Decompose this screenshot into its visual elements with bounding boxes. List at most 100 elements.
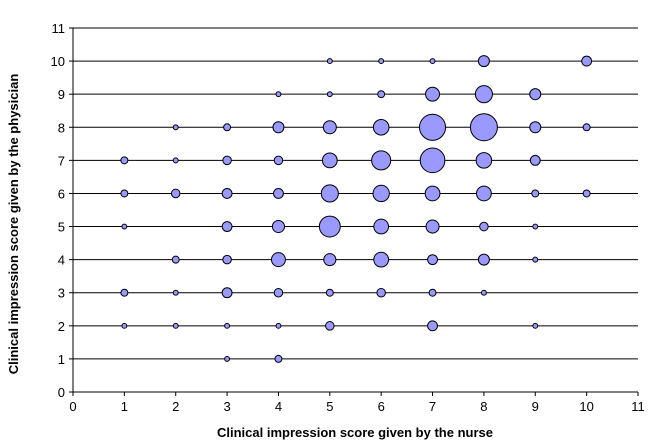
- bubble-4-6: [273, 188, 284, 199]
- bubble-4-7: [273, 155, 284, 166]
- y-tick-label-5: 5: [58, 220, 65, 235]
- bubble-6-4: [373, 251, 390, 268]
- bubble-1-2: [121, 322, 128, 329]
- y-tick-label-2: 2: [58, 319, 65, 334]
- bubble-9-6: [531, 189, 540, 198]
- bubble-4-2: [275, 322, 282, 329]
- bubble-9-5: [532, 223, 539, 230]
- x-tick-label-1: 1: [121, 399, 128, 414]
- bubble-3-1: [224, 355, 231, 362]
- bubble-7-5: [425, 219, 440, 234]
- y-tick-label-8: 8: [58, 120, 65, 135]
- bubble-7-9: [425, 86, 441, 102]
- bubble-3-6: [221, 188, 233, 199]
- bubble-8-6: [476, 185, 492, 202]
- bubble-1-6: [120, 189, 129, 198]
- bubble-5-10: [326, 58, 333, 65]
- bubble-8-3: [480, 289, 487, 296]
- bubble-7-8: [419, 113, 447, 141]
- x-tick-label-7: 7: [429, 399, 436, 414]
- bubble-4-3: [273, 287, 284, 298]
- y-tick-label-7: 7: [58, 153, 65, 168]
- bubble-4-5: [271, 220, 285, 234]
- bubble-5-2: [325, 321, 335, 331]
- x-tick-label-9: 9: [532, 399, 539, 414]
- y-tick-label-10: 10: [51, 54, 65, 69]
- bubble-1-7: [120, 156, 129, 165]
- x-tick-label-2: 2: [172, 399, 179, 414]
- bubble-7-3: [428, 288, 437, 297]
- bubble-2-8: [172, 124, 179, 131]
- bubble-5-6: [320, 184, 339, 203]
- y-tick-label-4: 4: [58, 253, 65, 268]
- bubble-1-3: [120, 288, 129, 297]
- bubble-2-2: [172, 322, 179, 329]
- x-tick-label-5: 5: [326, 399, 333, 414]
- bubble-5-3: [325, 288, 334, 297]
- bubble-7-2: [427, 320, 438, 332]
- bubble-9-7: [529, 154, 541, 166]
- bubble-8-8: [469, 113, 498, 142]
- y-tick-labels: 0 1 2 3 4 5 6 7 8 9 10 11: [51, 21, 65, 400]
- bubble-6-10: [378, 58, 385, 65]
- x-tick-label-0: 0: [69, 399, 76, 414]
- bubble-10-8: [582, 123, 591, 132]
- bubble-4-9: [275, 91, 282, 98]
- bubble-8-9: [474, 85, 493, 104]
- y-tick-label-0: 0: [58, 385, 65, 400]
- bubble-6-7: [371, 150, 392, 171]
- y-tick-label-6: 6: [58, 186, 65, 201]
- bubble-9-9: [529, 88, 542, 101]
- x-tick-label-10: 10: [579, 399, 593, 414]
- bubble-5-4: [323, 253, 337, 267]
- axes: [69, 27, 639, 396]
- bubble-7-4: [427, 254, 438, 266]
- bubble-5-5: [318, 215, 341, 238]
- bubble-9-8: [529, 121, 542, 134]
- bubble-8-4: [477, 253, 490, 266]
- bubble-7-10: [429, 58, 436, 65]
- bubble-8-10: [477, 55, 490, 68]
- bubble-7-7: [419, 147, 446, 174]
- bubble-10-10: [581, 55, 593, 67]
- bubble-2-4: [171, 255, 180, 264]
- bubble-9-4: [532, 256, 539, 263]
- y-tick-label-1: 1: [58, 352, 65, 367]
- x-tick-label-3: 3: [223, 399, 230, 414]
- bubble-3-5: [221, 221, 233, 232]
- bubbles: [120, 55, 593, 363]
- bubble-4-4: [270, 252, 286, 268]
- x-tick-labels: 0 1 2 3 4 5 6 7 8 9 10 11: [69, 399, 644, 414]
- y-tick-label-3: 3: [58, 286, 65, 301]
- x-tick-label-6: 6: [378, 399, 385, 414]
- bubble-3-7: [222, 155, 232, 166]
- x-axis-title: Clinical impression score given by the n…: [217, 425, 493, 440]
- bubble-2-6: [170, 188, 181, 199]
- bubble-6-3: [376, 287, 386, 298]
- bubble-6-6: [372, 184, 390, 203]
- bubble-8-5: [479, 221, 489, 232]
- y-tick-label-11: 11: [52, 21, 66, 36]
- bubble-3-4: [222, 254, 232, 265]
- bubble-9-2: [532, 322, 539, 329]
- x-tick-label-11: 11: [631, 399, 645, 414]
- gridlines: [73, 27, 638, 360]
- bubble-5-9: [326, 91, 333, 98]
- bubble-4-1: [274, 354, 283, 363]
- bubble-5-8: [322, 120, 337, 135]
- bubble-3-8: [223, 123, 232, 132]
- x-tick-label-8: 8: [480, 399, 487, 414]
- bubble-6-8: [372, 118, 390, 136]
- bubble-1-5: [121, 223, 128, 230]
- bubble-7-6: [424, 185, 441, 202]
- bubble-8-7: [475, 152, 493, 169]
- y-tick-label-9: 9: [58, 87, 65, 102]
- bubble-5-7: [321, 152, 338, 169]
- bubble-6-9: [377, 90, 386, 99]
- x-tick-label-4: 4: [275, 399, 282, 414]
- bubble-3-2: [224, 322, 231, 329]
- y-axis-title: Clinical impression score given by the p…: [6, 74, 21, 375]
- bubble-6-5: [373, 218, 390, 235]
- bubble-2-3: [172, 289, 179, 296]
